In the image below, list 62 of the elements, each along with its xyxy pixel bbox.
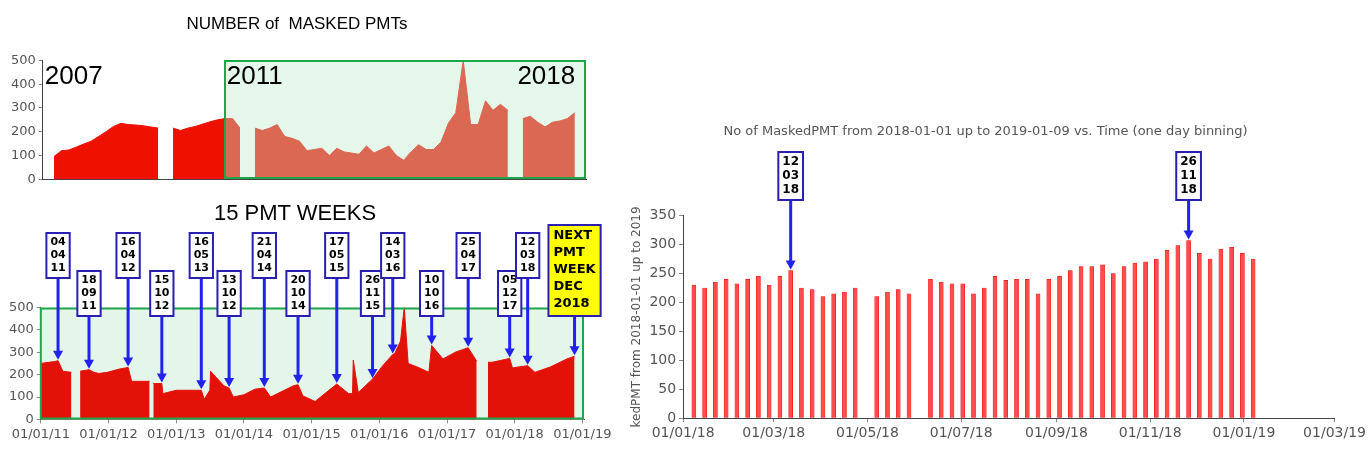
- x-tick-label: 01/01/13: [147, 425, 206, 441]
- y-tick-label: 500: [8, 298, 34, 314]
- y-tick-label: 200: [649, 293, 677, 310]
- y-tick-label: 350: [649, 206, 677, 223]
- annotation: 18 09 11: [81, 273, 97, 313]
- x-tick-label: 01/05/18: [836, 424, 899, 441]
- y-tick-label: 100: [8, 388, 34, 404]
- annotation: 21 04 14: [256, 235, 273, 275]
- x-tick-label: 01/01/19: [553, 425, 612, 441]
- annotation: 10 10 16: [424, 273, 440, 313]
- x-tick-label: 01/01/11: [11, 425, 71, 441]
- x-tick-label: 01/07/18: [929, 424, 993, 441]
- chart-title: No of MaskedPMT from 2018-01-01 up to 2019-01-09 vs. Time (one day binning): [723, 123, 1248, 139]
- annotation: 13 10 12: [221, 273, 238, 313]
- y-tick-label: 300: [8, 343, 34, 359]
- y-tick-label: 400: [10, 75, 36, 91]
- annotation: 12 03 18: [520, 235, 536, 275]
- y-tick-label: 500: [10, 51, 36, 67]
- y-tick-label: 150: [649, 322, 677, 339]
- y-tick-label: 0: [27, 170, 36, 186]
- annotation: 25 04 17: [460, 235, 477, 275]
- annotation: 16 05 13: [193, 235, 210, 275]
- annotation: 20 10 14: [290, 273, 307, 313]
- annotation: 2011: [226, 60, 283, 91]
- x-tick-label: 01/01/12: [79, 425, 138, 441]
- y-axis-title: kedPMT from 2018-01-01 up to 2019: [629, 206, 644, 428]
- annotation: 12 03 18: [782, 154, 800, 197]
- x-tick-label: 01/11/18: [1118, 424, 1182, 441]
- x-tick-label: 01/03/19: [1303, 424, 1367, 441]
- y-tick-label: 0: [25, 410, 34, 426]
- annotation: 04 04 11: [50, 235, 67, 275]
- y-tick-label: 100: [10, 146, 36, 162]
- y-tick-label: 200: [10, 123, 36, 139]
- annotation: NEXT PMT WEEK DEC 2018: [553, 226, 597, 310]
- annotation: 15 10 12: [154, 273, 170, 313]
- annotation: 2007: [44, 60, 103, 91]
- x-tick-label: 01/03/18: [742, 424, 806, 441]
- annotation: 26 11 15: [364, 273, 381, 313]
- annotation: 16 04 12: [120, 235, 137, 275]
- x-tick-label: 01/01/19: [1212, 424, 1276, 441]
- annotation: 14 03 16: [385, 235, 401, 275]
- y-tick-label: 50: [658, 379, 677, 396]
- x-tick-label: 01/09/18: [1025, 424, 1088, 441]
- y-tick-label: 300: [10, 99, 36, 115]
- y-tick-label: 100: [649, 350, 677, 367]
- y-tick-label: 200: [8, 365, 34, 381]
- y-tick-label: 300: [649, 235, 677, 252]
- chart-title: 15 PMT WEEKS: [213, 200, 377, 226]
- chart-title: NUMBER of MASKED PMTs: [186, 13, 408, 33]
- x-tick-label: 01/01/18: [651, 424, 715, 441]
- annotation: 17 05 15: [329, 235, 345, 275]
- y-tick-label: 250: [649, 264, 677, 281]
- y-tick-label: 400: [8, 321, 34, 337]
- x-tick-label: 01/01/16: [350, 425, 409, 441]
- annotation: 26 11 18: [1180, 154, 1197, 197]
- x-tick-label: 01/01/14: [214, 425, 274, 441]
- annotation: 2018: [517, 60, 576, 91]
- x-tick-label: 01/01/15: [282, 425, 341, 441]
- y-tick-label: 0: [667, 408, 677, 425]
- annotation: 05 12 17: [502, 273, 518, 313]
- x-tick-label: 01/01/17: [417, 425, 477, 441]
- x-tick-label: 01/01/18: [485, 425, 544, 441]
